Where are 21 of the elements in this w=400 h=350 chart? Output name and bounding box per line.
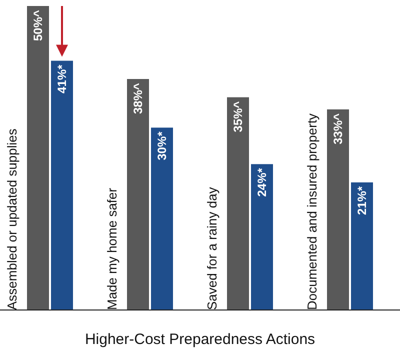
data-label: 33%^ (331, 113, 345, 144)
bar (51, 60, 73, 310)
bar (227, 97, 249, 310)
x-tick-label: Made my home safer (104, 187, 120, 310)
bar (27, 6, 49, 310)
bar (351, 182, 373, 310)
x-tick-label: Documented and insured property (304, 112, 320, 310)
bar (127, 78, 149, 310)
x-tick-label: Assembled or updated supplies (4, 128, 20, 310)
bar (151, 128, 173, 310)
bar (327, 109, 349, 310)
x-axis-title: Higher-Cost Preparedness Actions (84, 331, 316, 348)
data-label: 30%* (155, 131, 169, 160)
data-label: 38%^ (131, 82, 145, 114)
bar (251, 164, 273, 310)
data-label: 24%* (255, 168, 269, 197)
x-tick-label: Saved for a rainy day (204, 186, 220, 310)
data-label: 21%* (355, 186, 369, 216)
data-label: 50%^ (31, 10, 45, 42)
data-label: 41%* (55, 64, 69, 94)
data-label: 35%^ (231, 101, 245, 132)
